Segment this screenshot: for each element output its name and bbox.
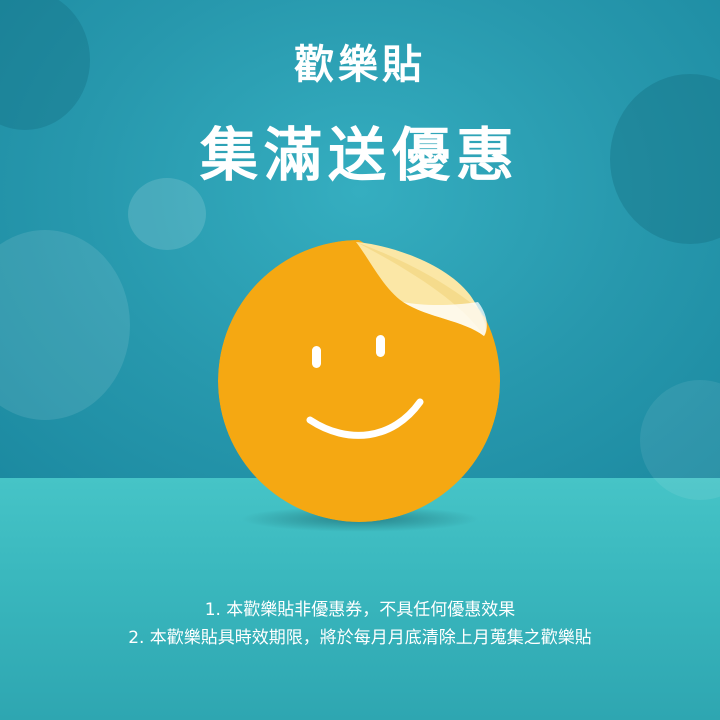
page-title: 集滿送優惠 <box>199 121 520 189</box>
terms-notes: 1. 本歡樂貼非優惠券，不具任何優惠效果 2. 本歡樂貼具時效期限，將於每月月底… <box>0 596 720 652</box>
note-line-2: 2. 本歡樂貼具時效期限，將於每月月底清除上月蒐集之歡樂貼 <box>128 628 592 648</box>
page-subtitle: 歡樂貼 <box>294 42 426 88</box>
decorative-bubble <box>128 178 206 250</box>
note-line-1: 1. 本歡樂貼非優惠券，不具任何優惠效果 <box>204 600 516 620</box>
decorative-bubble <box>0 230 130 420</box>
smiley-face-sticker-icon <box>218 240 500 522</box>
